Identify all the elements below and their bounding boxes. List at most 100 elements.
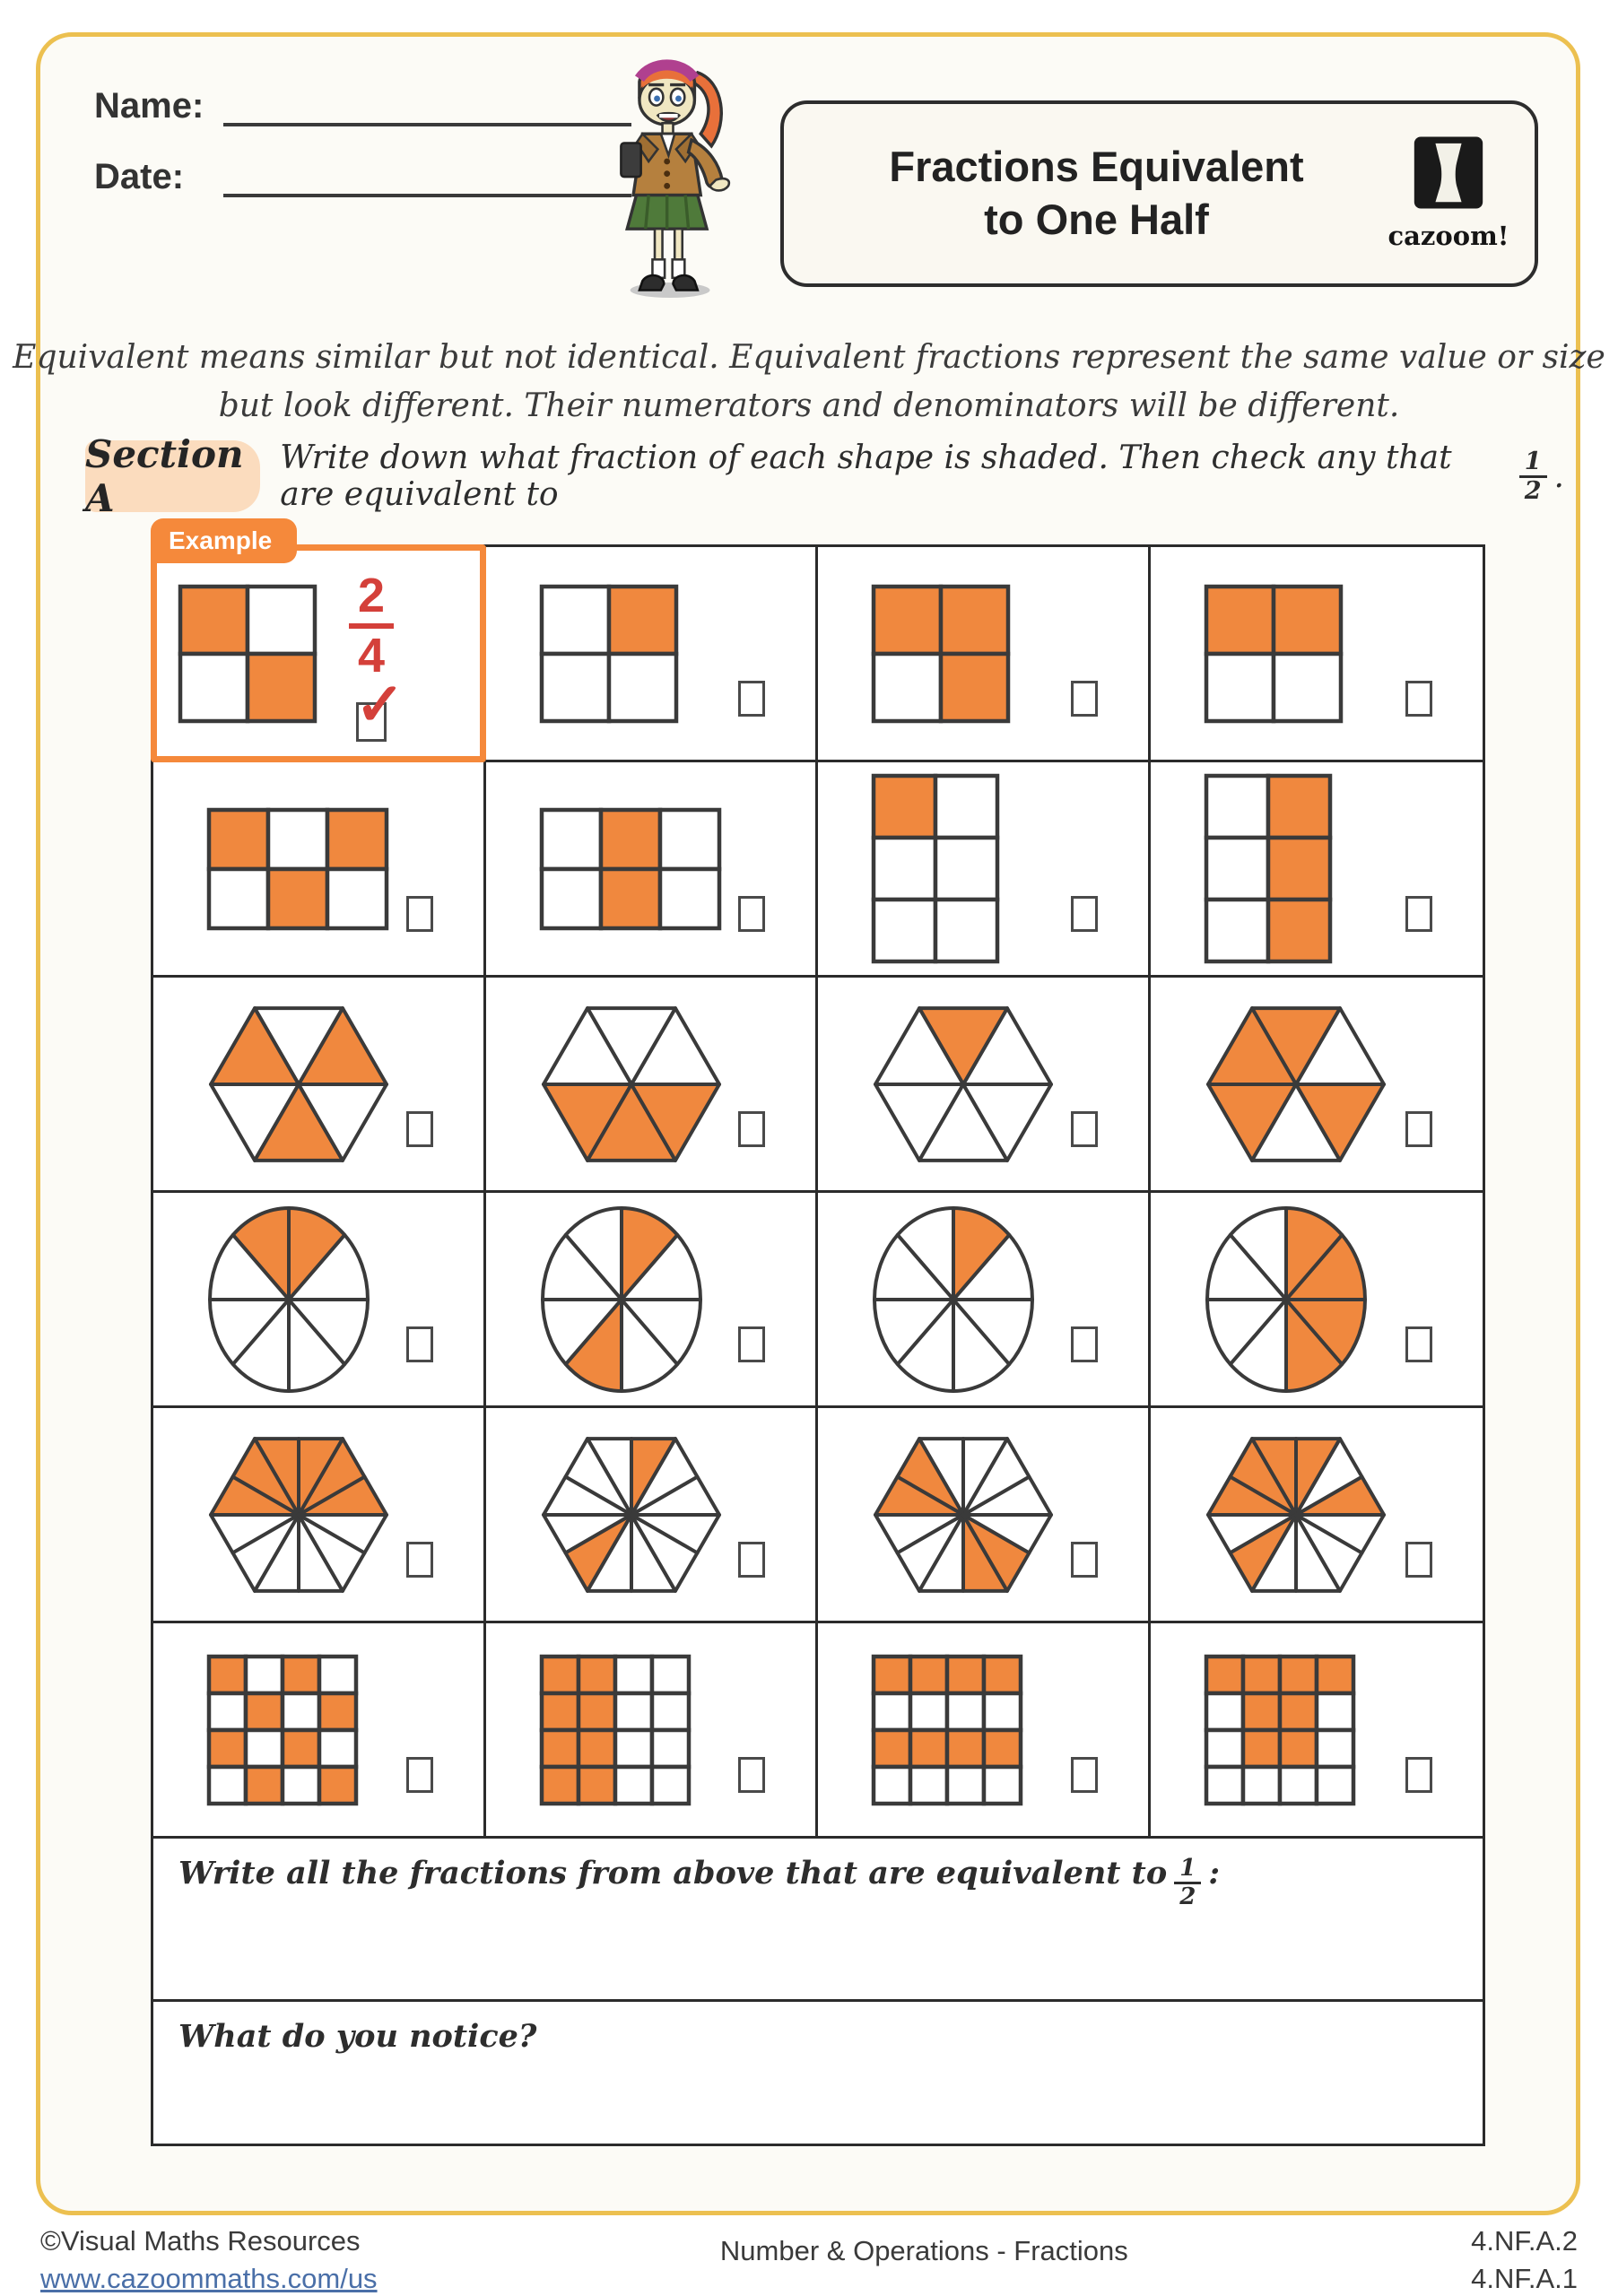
grid-cell <box>485 1623 818 1839</box>
grid-cell <box>153 1408 486 1623</box>
fraction-shape <box>871 773 1000 964</box>
grid-cell <box>1150 1193 1483 1408</box>
answer-checkbox[interactable] <box>1405 681 1432 717</box>
section-a-grid: 2 4 ✓ Example Write all the fractions from a… <box>151 518 1485 2146</box>
fraction-shape <box>540 1205 702 1393</box>
example-tab: Example <box>151 518 298 563</box>
fraction-shape <box>178 584 318 723</box>
answer-checkbox[interactable] <box>405 1111 433 1147</box>
grid-cell <box>153 1193 486 1408</box>
grid-cell <box>818 762 1151 978</box>
answer-checkbox[interactable] <box>405 896 433 932</box>
grid-cell <box>485 1408 818 1623</box>
answer-checkbox[interactable] <box>1405 1111 1432 1147</box>
grid-cell <box>485 978 818 1193</box>
answer-checkbox[interactable] <box>1405 1757 1432 1793</box>
answer-checkbox[interactable] <box>1070 681 1098 717</box>
example-cell: 2 4 ✓ Example <box>151 518 486 762</box>
website-link[interactable]: www.cazoommaths.com/us <box>40 2262 378 2294</box>
grid-cell <box>1150 1623 1483 1839</box>
name-label: Name: <box>94 86 204 126</box>
fraction-shape <box>539 1654 691 1805</box>
standard-code-1: 4.NF.A.2 <box>1471 2225 1578 2257</box>
checkmark-icon: ✓ <box>355 671 405 738</box>
grid-cell <box>1150 547 1483 762</box>
grid-cell <box>485 1193 818 1408</box>
cazoom-logo-text: cazoom! <box>1387 221 1509 251</box>
answer-checkbox[interactable] <box>738 1542 765 1578</box>
date-label: Date: <box>94 157 185 196</box>
fraction-shape <box>871 1654 1023 1805</box>
answer-checkbox[interactable] <box>738 896 765 932</box>
footer: ©Visual Maths Resources www.cazoommaths.… <box>40 2222 1578 2296</box>
grid-cell <box>485 762 818 978</box>
notice-row[interactable]: What do you notice? <box>178 2018 537 2055</box>
answer-checkbox[interactable] <box>1405 1326 1432 1362</box>
cazoom-logo-icon <box>1414 136 1483 209</box>
answer-checkbox[interactable] <box>738 1757 765 1793</box>
answer-checkbox[interactable] <box>1405 1542 1432 1578</box>
grid-cell <box>818 1193 1151 1408</box>
fraction-shape <box>871 584 1011 723</box>
fraction-shape <box>1205 1205 1367 1393</box>
answer-checkbox[interactable] <box>738 681 765 717</box>
grid-cell <box>153 1623 486 1839</box>
name-date-block: Name: Date: <box>94 86 631 228</box>
example-checkbox[interactable]: ✓ <box>355 674 404 743</box>
footer-topic: Number & Operations - Fractions <box>719 2235 1128 2266</box>
fraction-shape <box>539 807 721 930</box>
copyright-text: ©Visual Maths Resources <box>40 2225 361 2257</box>
section-a-badge: Section A <box>85 432 261 520</box>
fraction-shape <box>874 1436 1053 1593</box>
fraction-shape <box>1204 773 1332 964</box>
answer-checkbox[interactable] <box>1070 1542 1098 1578</box>
write-fractions-row[interactable]: Write all the fractions from above that … <box>153 1839 1483 2002</box>
grid-cell <box>153 762 486 978</box>
date-input-line[interactable] <box>223 158 631 197</box>
grid-cell <box>1150 978 1483 1193</box>
fraction-shape <box>541 1436 721 1593</box>
fraction-shape <box>1204 584 1343 723</box>
fraction-shape <box>1204 1654 1355 1805</box>
grid-cell <box>818 1408 1151 1623</box>
fraction-shape <box>874 1005 1053 1162</box>
answer-checkbox[interactable] <box>738 1326 765 1362</box>
fraction-shape <box>873 1205 1034 1393</box>
section-a-row: Section A Write down what fraction of ea… <box>85 432 1564 520</box>
answer-checkbox[interactable] <box>738 1111 765 1147</box>
fraction-shape <box>541 1005 721 1162</box>
grid-cell <box>153 978 486 1193</box>
cazoom-logo: cazoom! <box>1386 136 1511 251</box>
grid-cell <box>818 547 1151 762</box>
one-half-fraction: 1 2 <box>1518 449 1547 503</box>
answer-checkbox[interactable] <box>405 1757 433 1793</box>
grid-cell <box>818 978 1151 1193</box>
grid-cell <box>1150 1408 1483 1623</box>
fraction-shape <box>206 807 389 930</box>
fraction-shape <box>208 1205 370 1393</box>
section-a-instruction: Write down what fraction of each shape i… <box>280 439 1564 513</box>
intro-text: Equivalent means similar but not identic… <box>13 339 1605 424</box>
fraction-shape <box>209 1005 388 1162</box>
answer-checkbox[interactable] <box>1405 896 1432 932</box>
grid-cell <box>485 547 818 762</box>
answer-checkbox[interactable] <box>1070 1111 1098 1147</box>
answer-checkbox[interactable] <box>405 1542 433 1578</box>
name-input-line[interactable] <box>223 87 631 126</box>
answer-checkbox[interactable] <box>405 1326 433 1362</box>
fraction-shape <box>1205 1436 1386 1593</box>
grid-cell <box>1150 762 1483 978</box>
title-box: Fractions Equivalent to One Half cazoom! <box>780 100 1538 287</box>
fraction-shape <box>1205 1005 1386 1162</box>
cartoon-girl-illustration <box>581 47 765 307</box>
grid-cell <box>818 1623 1151 1839</box>
fraction-shape <box>539 584 678 723</box>
fraction-shape <box>209 1436 388 1593</box>
answer-checkbox[interactable] <box>1070 1326 1098 1362</box>
answer-checkbox[interactable] <box>1070 1757 1098 1793</box>
page-title: Fractions Equivalent to One Half <box>889 143 1304 243</box>
answer-checkbox[interactable] <box>1070 896 1098 932</box>
